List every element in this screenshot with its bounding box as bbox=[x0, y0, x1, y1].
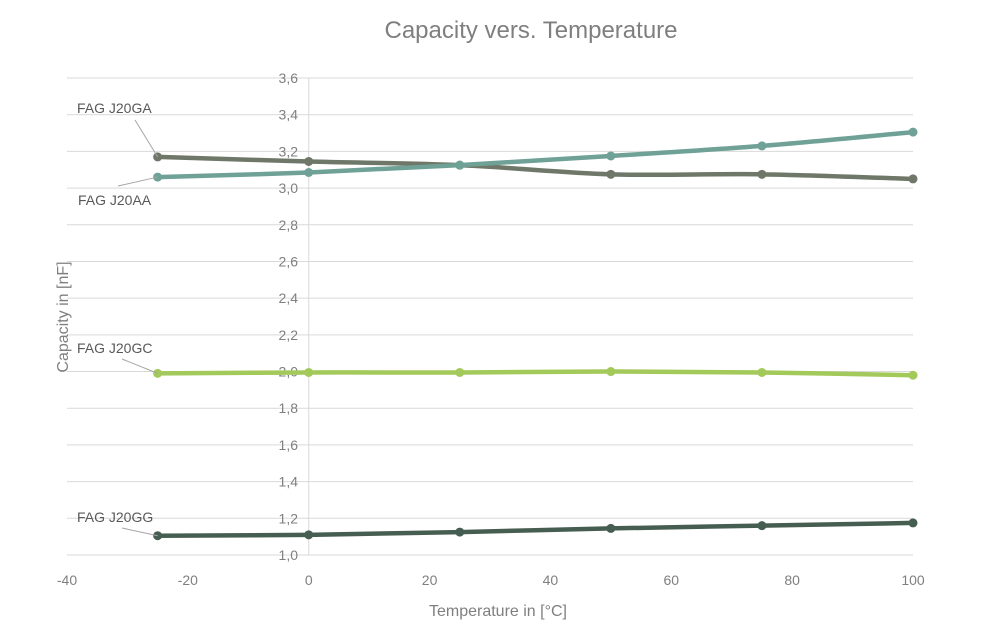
x-tick-label: 20 bbox=[422, 572, 438, 588]
series-label-leader bbox=[121, 527, 158, 537]
chart-title: Capacity vers. Temperature bbox=[384, 17, 677, 44]
data-point bbox=[908, 127, 918, 137]
y-tick-label: 1,8 bbox=[279, 400, 299, 416]
x-tick-label: -20 bbox=[178, 572, 198, 588]
series-labels: FAG J20GA FAG J20AA FAG J20GC FAG J20GG bbox=[77, 100, 159, 537]
x-tick-label: 40 bbox=[543, 572, 559, 588]
data-point bbox=[606, 523, 616, 533]
data-point bbox=[304, 156, 314, 166]
data-point bbox=[757, 521, 767, 531]
series-label: FAG J20GA bbox=[77, 100, 152, 116]
data-point bbox=[304, 367, 314, 377]
y-tick-label: 1,2 bbox=[279, 510, 299, 526]
series-label: FAG J20AA bbox=[78, 192, 152, 208]
y-tick-label: 3,0 bbox=[279, 180, 299, 196]
data-point bbox=[908, 174, 918, 184]
series-group bbox=[153, 127, 918, 541]
gridlines bbox=[67, 77, 913, 556]
data-point bbox=[606, 367, 616, 377]
y-tick-label: 1,0 bbox=[279, 547, 299, 563]
data-point bbox=[606, 169, 616, 179]
data-point bbox=[757, 141, 767, 151]
data-point bbox=[757, 169, 767, 179]
y-tick-label: 1,6 bbox=[279, 437, 299, 453]
x-tick-label: 0 bbox=[305, 572, 313, 588]
data-point bbox=[455, 527, 465, 537]
data-point bbox=[304, 167, 314, 177]
series-label-leader bbox=[121, 358, 158, 374]
series-line bbox=[155, 129, 916, 180]
data-point bbox=[606, 151, 616, 161]
data-point bbox=[757, 367, 767, 377]
x-tick-label: 60 bbox=[663, 572, 679, 588]
series-label: FAG J20GC bbox=[77, 340, 152, 356]
y-tick-label: 3,4 bbox=[279, 107, 299, 123]
series-label-leader bbox=[117, 176, 158, 187]
y-tick-label: 3,2 bbox=[279, 143, 299, 159]
y-tick-label: 1,4 bbox=[279, 474, 299, 490]
series-line bbox=[155, 369, 916, 378]
series-line bbox=[155, 520, 916, 538]
data-point bbox=[455, 367, 465, 377]
series-label-leader bbox=[134, 119, 159, 158]
x-tick-label: -40 bbox=[57, 572, 77, 588]
x-tick-labels: -40 -20 0 20 40 60 80 100 bbox=[57, 572, 925, 588]
x-axis-title: Temperature in [°C] bbox=[429, 603, 567, 620]
y-tick-label: 2,6 bbox=[279, 253, 299, 269]
y-tick-label: 2,8 bbox=[279, 217, 299, 233]
x-tick-label: 80 bbox=[784, 572, 800, 588]
x-tick-label: 100 bbox=[901, 572, 925, 588]
data-point bbox=[908, 370, 918, 380]
y-tick-label: 2,4 bbox=[279, 290, 299, 306]
data-point bbox=[455, 160, 465, 170]
data-point bbox=[304, 530, 314, 540]
y-axis-title: Capacity in [nF] bbox=[55, 261, 72, 372]
data-point bbox=[908, 518, 918, 528]
y-tick-labels: 1,01,21,41,61,82,02,22,42,62,83,03,23,43… bbox=[279, 70, 299, 563]
y-tick-label: 2,2 bbox=[279, 327, 299, 343]
series-label: FAG J20GG bbox=[77, 509, 153, 525]
series-line bbox=[155, 154, 916, 182]
y-tick-label: 3,6 bbox=[279, 70, 299, 86]
